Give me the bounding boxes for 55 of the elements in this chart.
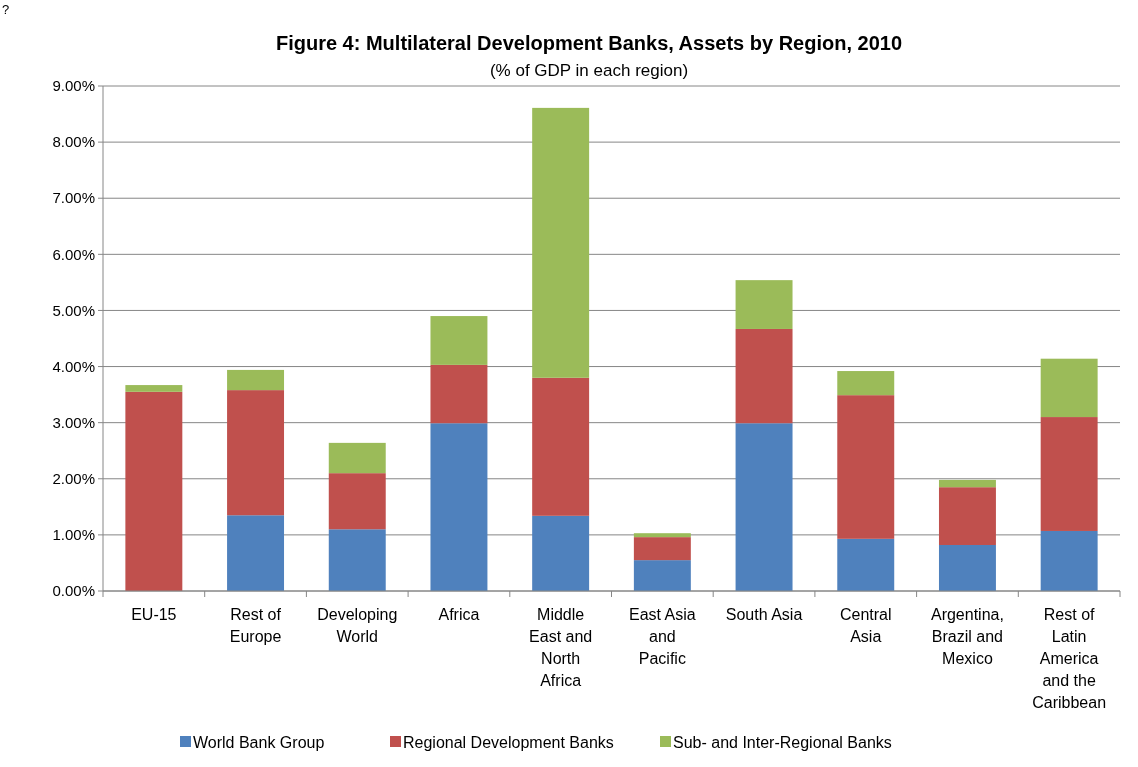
x-tick-label: South Asia [725, 606, 803, 623]
bar [430, 423, 488, 591]
bar [227, 369, 285, 391]
bar [938, 544, 996, 591]
chart-subtitle: (% of GDP in each region) [489, 61, 689, 80]
legend-label: Sub- and Inter-Regional Banks [673, 733, 892, 751]
y-tick-label: 3.00% [52, 413, 95, 431]
bar [328, 529, 386, 591]
bar [1040, 530, 1098, 591]
x-tick-label: Africa [438, 606, 480, 623]
bar [735, 280, 793, 329]
bar [938, 479, 996, 488]
bar [328, 442, 386, 474]
bar [227, 515, 285, 591]
bar [532, 377, 590, 516]
bar [125, 385, 183, 392]
x-tick-label: Rest of Latin America and the Caribbean [1032, 606, 1107, 711]
bar [837, 371, 895, 396]
bar [430, 316, 488, 365]
bar [633, 537, 691, 561]
bar [1040, 417, 1098, 531]
chart-title: Figure 4: Multilateral Development Banks, Assets by Region, 2010 [275, 32, 903, 54]
y-tick-label: 8.00% [52, 133, 95, 151]
legend-label: Regional Development Banks [403, 733, 614, 751]
bar [837, 538, 895, 591]
y-tick-label: 2.00% [52, 470, 95, 488]
legend-label: World Bank Group [193, 733, 325, 751]
y-tick-label: 7.00% [52, 189, 95, 207]
x-tick-label: East Asia and Pacific [629, 606, 696, 667]
bar [532, 107, 590, 378]
bar [1040, 358, 1098, 418]
x-tick-label: Argentina, Brazil and Mexico [930, 606, 1004, 667]
y-tick-label: 1.00% [52, 526, 95, 544]
y-tick-label: 9.00% [52, 77, 95, 95]
bar [633, 533, 691, 538]
y-tick-label: 5.00% [52, 301, 95, 319]
y-tick-label: 6.00% [52, 245, 95, 263]
bar [633, 560, 691, 591]
bar [430, 364, 488, 424]
x-tick-label: EU-15 [131, 606, 177, 623]
y-tick-label: 4.00% [52, 357, 95, 375]
text: ? [2, 2, 10, 17]
x-tick-label: Developing World [317, 606, 398, 645]
bar [125, 391, 183, 591]
y-tick-label: 0.00% [52, 582, 95, 600]
x-tick-label: Middle East and North Africa [529, 606, 593, 689]
bar [735, 328, 793, 424]
x-tick-label: Rest of Europe [229, 606, 282, 645]
bar [532, 515, 590, 591]
bar [227, 390, 285, 516]
x-tick-label: Central Asia [839, 606, 892, 645]
bar [938, 487, 996, 545]
bar [328, 473, 386, 530]
bar [735, 423, 793, 591]
bar [837, 395, 895, 539]
